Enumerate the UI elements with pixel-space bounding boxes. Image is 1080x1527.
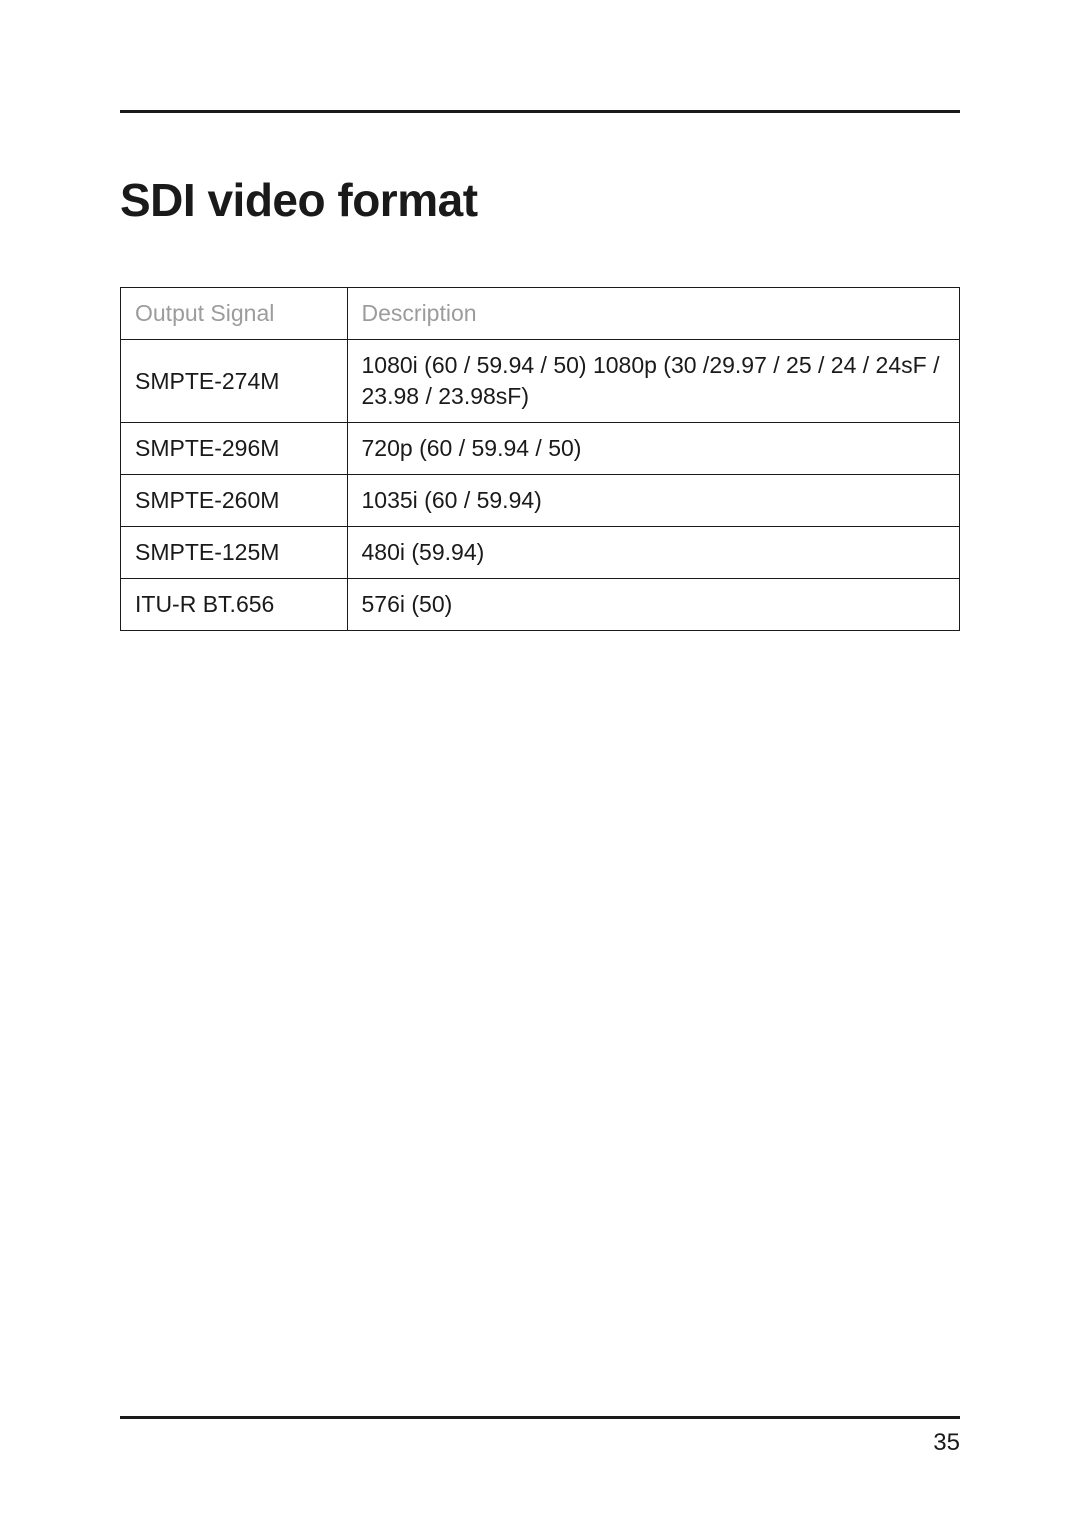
- table-row: SMPTE-274M 1080i (60 / 59.94 / 50) 1080p…: [121, 340, 960, 423]
- cell-desc: 576i (50): [347, 579, 959, 631]
- cell-signal: SMPTE-274M: [121, 340, 348, 423]
- table-row: ITU-R BT.656 576i (50): [121, 579, 960, 631]
- sdi-format-table: Output Signal Description SMPTE-274M 108…: [120, 287, 960, 631]
- col-header-desc: Description: [347, 288, 959, 340]
- cell-signal: ITU-R BT.656: [121, 579, 348, 631]
- page-title: SDI video format: [120, 173, 960, 227]
- cell-signal: SMPTE-125M: [121, 527, 348, 579]
- top-horizontal-rule: [120, 110, 960, 113]
- table-row: SMPTE-125M 480i (59.94): [121, 527, 960, 579]
- cell-desc: 720p (60 / 59.94 / 50): [347, 423, 959, 475]
- table-header-row: Output Signal Description: [121, 288, 960, 340]
- page-number: 35: [120, 1429, 960, 1457]
- cell-desc: 480i (59.94): [347, 527, 959, 579]
- bottom-horizontal-rule: [120, 1416, 960, 1419]
- cell-signal: SMPTE-296M: [121, 423, 348, 475]
- cell-signal: SMPTE-260M: [121, 475, 348, 527]
- col-header-signal: Output Signal: [121, 288, 348, 340]
- page-footer: 35: [120, 1416, 960, 1457]
- cell-desc: 1080i (60 / 59.94 / 50) 1080p (30 /29.97…: [347, 340, 959, 423]
- table-row: SMPTE-260M 1035i (60 / 59.94): [121, 475, 960, 527]
- cell-desc: 1035i (60 / 59.94): [347, 475, 959, 527]
- table-row: SMPTE-296M 720p (60 / 59.94 / 50): [121, 423, 960, 475]
